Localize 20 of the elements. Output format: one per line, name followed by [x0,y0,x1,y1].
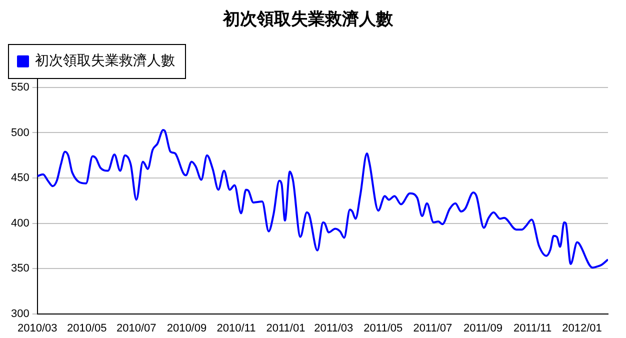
y-tick-label: 450 [10,172,30,184]
x-tick-label: 2010/03 [17,322,58,334]
y-tick-label: 350 [10,262,30,275]
y-tick-label: 300 [10,308,30,320]
x-tick-label: 2010/11 [216,322,256,334]
x-tick-label: 2011/01 [266,322,306,334]
x-tick-label: 2010/07 [116,322,156,334]
x-tick-label: 2011/03 [314,322,354,334]
x-tick-label: 2011/09 [464,322,502,334]
legend-label: 初次領取失業救濟人數 [35,53,175,70]
x-tick-label: 2010/05 [66,322,107,334]
y-tick-label: 400 [10,217,30,230]
y-tick-label: 550 [10,81,30,94]
x-tick-label: 2010/09 [166,322,207,334]
x-tick-label: 2011/11 [513,322,552,334]
chart-title: 初次領取失業救濟人數 [222,10,394,30]
y-tick-label: 500 [10,126,30,139]
x-tick-label: 2011/07 [413,322,452,334]
x-tick-label: 2012/01 [562,322,602,334]
x-tick-label: 2011/05 [364,322,403,334]
